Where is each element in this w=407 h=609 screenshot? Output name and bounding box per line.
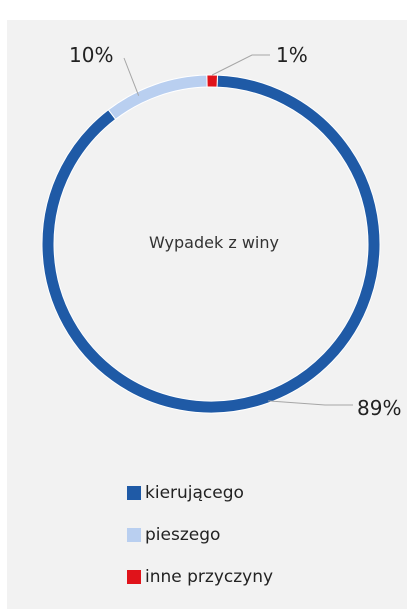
slice-inne-przyczyny (206, 74, 219, 88)
chart-panel (7, 20, 407, 609)
leader-lines (123, 54, 353, 406)
legend-label-pieszego: pieszego (145, 525, 221, 545)
donut-slices (41, 74, 381, 414)
legend-swatch-inne-przyczyny (127, 570, 141, 584)
leader-line-inne-przyczyny (211, 54, 270, 76)
panel-edge (0, 432, 6, 609)
legend-label-inne-przyczyny: inne przyczyny (145, 567, 274, 587)
legend-item-pieszego: pieszego (127, 523, 387, 547)
slice-pieszego (107, 74, 208, 120)
legend-label-kierujacego: kierującego (145, 483, 244, 503)
slice-label-kierujacego: 89% (357, 396, 401, 420)
legend: kierującego pieszego inne przyczyny (127, 481, 387, 607)
leader-line-kierujacego (268, 400, 353, 406)
donut-center-label: Wypadek z winy (149, 233, 279, 252)
slice-label-inne-przyczyny: 1% (276, 43, 308, 67)
slice-label-pieszego: 10% (69, 43, 113, 67)
legend-swatch-pieszego (127, 528, 141, 542)
legend-swatch-kierujacego (127, 486, 141, 500)
leader-line-pieszego (123, 57, 140, 96)
legend-item-kierujacego: kierującego (127, 481, 387, 505)
donut-chart: Wypadek z winy 89% 10% 1% (41, 43, 401, 420)
legend-item-inne-przyczyny: inne przyczyny (127, 565, 387, 589)
